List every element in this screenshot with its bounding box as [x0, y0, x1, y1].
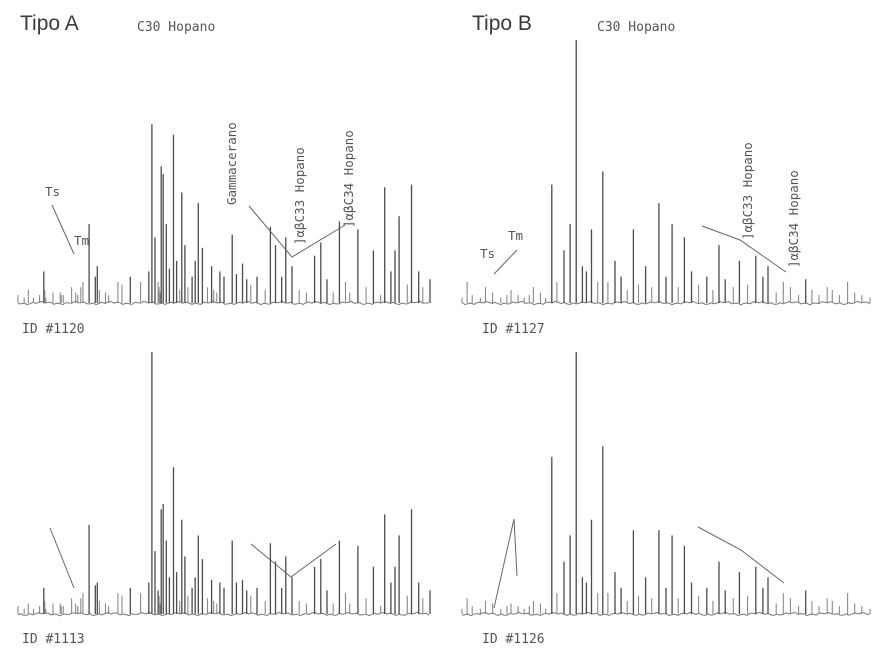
group-title-tipo-a: Tipo A	[20, 12, 79, 35]
chromatogram-baseline	[17, 300, 430, 306]
peak-label-c34-hopano-b: ]αβC34 Hopano	[786, 170, 801, 268]
group-title-tipo-b: Tipo B	[472, 12, 532, 35]
sample-id-1126: ID #1126	[482, 632, 545, 647]
hopane-series-trend-line-b	[701, 225, 787, 273]
peak-label-ts-a: Ts	[45, 184, 60, 199]
ts-tm-trend-line-b	[493, 249, 518, 275]
chromatogram-baseline	[17, 611, 430, 617]
hopane-series-trend-line-a	[248, 205, 346, 258]
hopane-series-trend-line-1126	[697, 526, 785, 584]
chromatogram-id-1113	[17, 352, 431, 617]
peak-label-tm-b: Tm	[508, 228, 523, 243]
peak-label-c34-hopano-a: ]αβC34 Hopano	[341, 130, 356, 228]
sample-id-1127: ID #1127	[482, 322, 545, 337]
sample-id-1120: ID #1120	[22, 322, 85, 337]
peak-label-tm-a: Tm	[74, 233, 89, 248]
peak-label-c33-hopano-a: ]αβC33 Hopano	[292, 147, 307, 245]
chromatogram-id-1126	[461, 352, 871, 617]
peak-label-c30-hopano-b: C30 Hopano	[597, 20, 675, 35]
peak-label-ts-b: Ts	[480, 246, 495, 261]
peak-label-c33-hopano-b: ]αβC33 Hopano	[740, 142, 755, 240]
ts-tm-trend-line-a	[51, 204, 75, 255]
peak-label-gammacerano: Gammacerano	[224, 122, 239, 205]
hopane-series-trend-line-1113	[250, 543, 337, 578]
sample-id-1113: ID #1113	[22, 632, 85, 647]
ts-tm-trend-line-1126	[493, 518, 518, 609]
ts-tm-trend-line-1113	[49, 527, 75, 589]
chromatogram-id-1127	[461, 40, 871, 306]
chromatogram-id-1120	[17, 124, 431, 306]
peak-label-c30-hopano-a: C30 Hopano	[137, 20, 215, 35]
